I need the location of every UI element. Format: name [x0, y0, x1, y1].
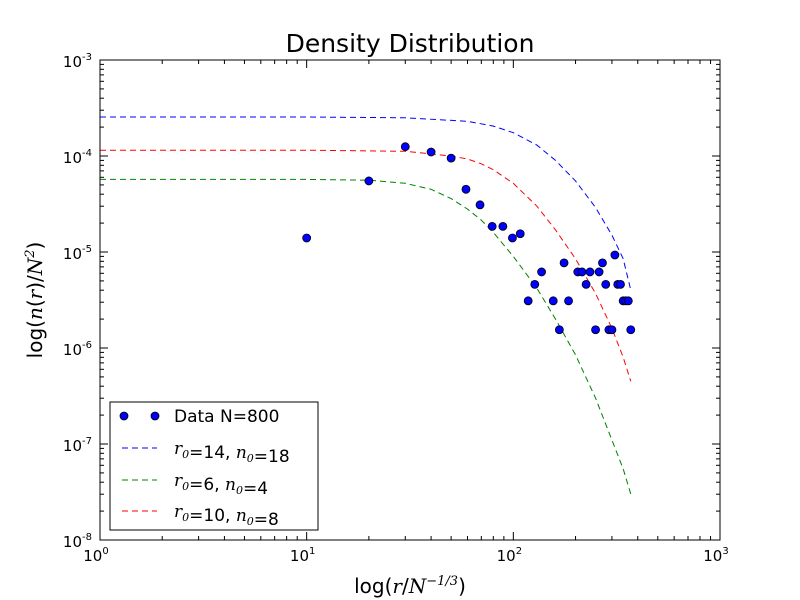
legend-marker — [119, 411, 129, 421]
data-point — [581, 279, 591, 289]
data-point — [601, 279, 611, 289]
data-point — [515, 229, 525, 239]
legend-label: r0=14, n0=18 — [174, 439, 290, 467]
legend-box — [109, 401, 319, 531]
data-point — [607, 325, 617, 335]
data-point — [461, 184, 471, 194]
y-tick-label: 10-3 — [63, 52, 92, 71]
data-point — [364, 176, 374, 186]
series-line-3 — [100, 149, 632, 382]
x-tick-label: 101 — [290, 546, 315, 565]
legend-entry: r0=14, n0=18 — [122, 439, 290, 467]
y-tick-label: 10-5 — [63, 244, 92, 263]
y-tick-label: 10-7 — [63, 436, 92, 455]
data-point — [577, 267, 587, 277]
data-point — [585, 267, 595, 277]
legend-entry: r0=10, n0=8 — [122, 502, 279, 530]
axis-ticks — [99, 59, 721, 541]
y-tick-label: 10-6 — [63, 340, 92, 359]
chart-legend: Data N=800 r0=14, n0=18 r0=6, n0=4 r0=10, n… — [109, 401, 319, 531]
x-tick-label: 102 — [497, 546, 522, 565]
legend-marker — [150, 411, 160, 421]
data-point — [559, 258, 569, 268]
y-tick-label: 10-8 — [63, 532, 92, 551]
data-point — [498, 221, 508, 231]
data-point — [623, 296, 633, 306]
data-point — [475, 200, 485, 210]
x-tick-label: 100 — [83, 546, 108, 565]
data-point — [400, 142, 410, 152]
legend-label: r0=6, n0=4 — [174, 471, 268, 499]
data-point — [591, 325, 600, 335]
data-point — [530, 279, 540, 289]
data-point — [537, 267, 546, 277]
data-point — [564, 296, 573, 306]
series-points — [302, 142, 636, 335]
data-point — [426, 147, 436, 157]
data-point — [554, 325, 564, 335]
data-point — [446, 153, 456, 163]
data-point — [523, 296, 533, 306]
legend-label: Data N=800 — [174, 407, 279, 427]
data-point — [302, 233, 312, 243]
legend-entry: Data N=800 — [119, 407, 279, 427]
series-line-1 — [100, 116, 632, 291]
series-lines — [100, 116, 632, 495]
data-point — [626, 325, 636, 335]
axis-tick-labels: 100 101 102 103 10-8 10-7 10-6 10-5 10-4 10-3 — [63, 52, 729, 565]
y-axis-label: log(n(r)/N2) — [23, 242, 47, 359]
legend-label: r0=10, n0=8 — [174, 502, 279, 530]
data-point — [598, 258, 607, 268]
plot-frame — [99, 59, 721, 541]
data-point — [508, 233, 517, 243]
data-point — [610, 250, 620, 260]
data-point — [548, 296, 558, 306]
series-line-2 — [100, 178, 632, 495]
chart-title: Density Distribution — [286, 29, 535, 58]
legend-entry: r0=6, n0=4 — [122, 471, 268, 499]
data-point — [594, 267, 604, 277]
data-point — [616, 279, 625, 289]
x-axis-label: log(r/N−1/3) — [354, 574, 466, 598]
data-point — [487, 221, 497, 231]
x-tick-label: 103 — [703, 546, 728, 565]
y-tick-label: 10-4 — [63, 148, 92, 167]
